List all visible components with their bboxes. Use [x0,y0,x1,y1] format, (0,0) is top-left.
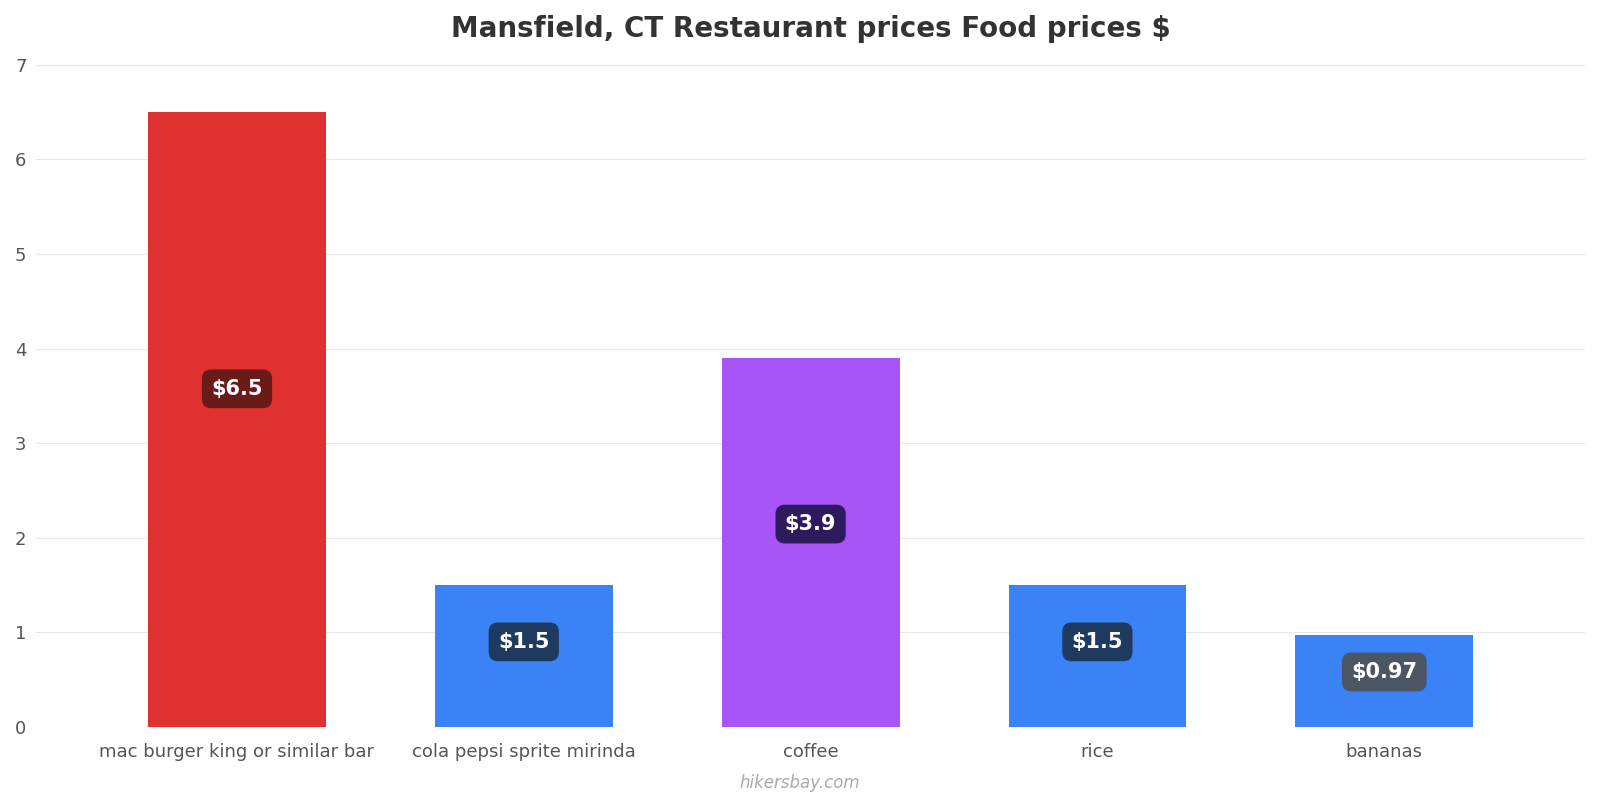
Text: $0.97: $0.97 [1352,662,1418,682]
Text: $1.5: $1.5 [1072,632,1123,652]
Bar [149,112,326,727]
Text: hikersbay.com: hikersbay.com [739,774,861,792]
Bar [722,358,899,727]
Text: $1.5: $1.5 [498,632,549,652]
Title: Mansfield, CT Restaurant prices Food prices $: Mansfield, CT Restaurant prices Food pri… [451,15,1171,43]
Text: $6.5: $6.5 [211,379,262,399]
Bar [1296,635,1474,727]
Bar [435,585,613,727]
Bar [1008,585,1186,727]
Text: $3.9: $3.9 [786,514,837,534]
